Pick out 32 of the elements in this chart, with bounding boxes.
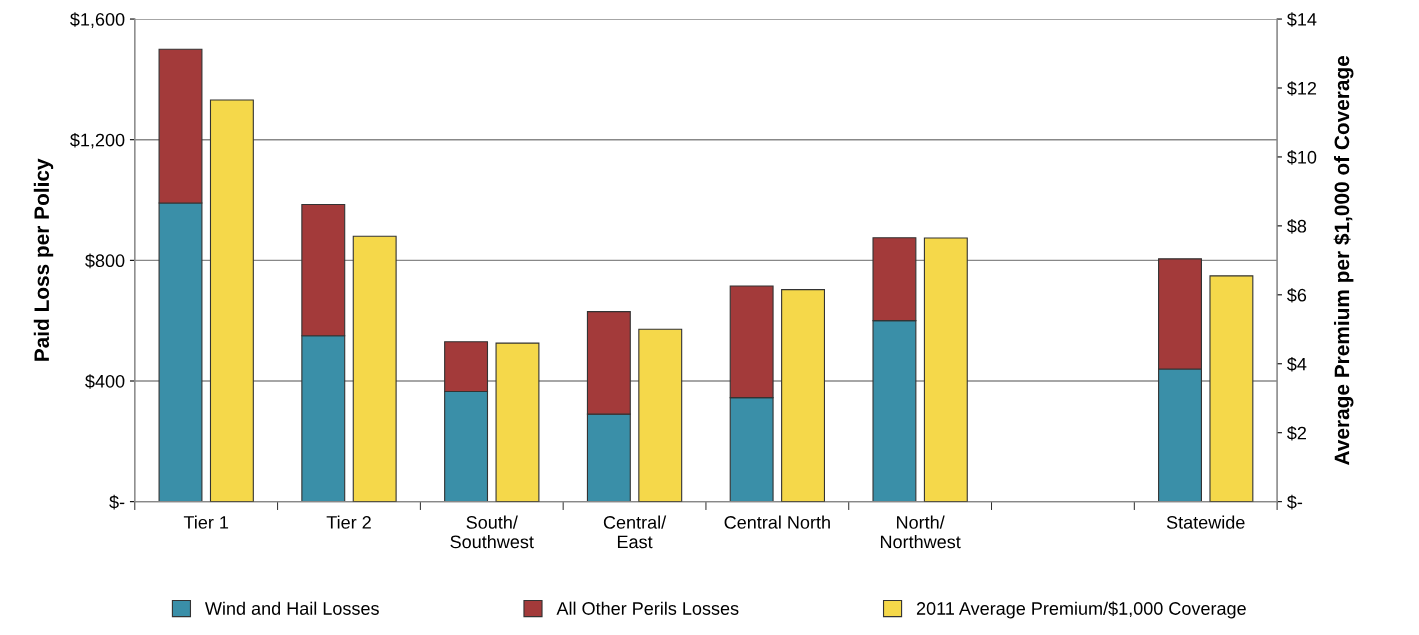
y-tick-label: $- [109,494,125,510]
bar [352,235,397,502]
bar [781,289,826,502]
bar [495,342,540,502]
y-tick-label: $1,600 [70,12,125,28]
y2-tick-label: $10 [1287,150,1317,165]
bar [1209,275,1254,502]
legend-label: All Other Perils Losses [556,601,739,615]
x-tick-label: Tier 2 [326,515,371,529]
x-tick-label: Statewide [1166,515,1245,529]
y-axis-title: Paid Loss per Policy [33,158,54,361]
y2-tick-label: $2 [1287,425,1306,441]
x-tick-label: Tier 1 [183,515,229,529]
y2-axis-title: Average Premium per $1,000 of Coverage [1333,55,1354,465]
y2-tick-label: $12 [1287,81,1317,96]
bar [638,328,683,502]
x-tick-label: South/ Southwest [450,515,534,549]
y-tick-label: $400 [85,374,125,389]
y-tick-label: $1,200 [70,132,125,149]
bar [209,99,254,502]
legend-label: Wind and Hail Losses [204,601,379,615]
y2-tick-label: $4 [1287,356,1307,372]
y2-tick-label: $14 [1287,12,1317,27]
y2-tick-label: $6 [1287,288,1307,303]
y2-tick-label: $- [1287,494,1303,510]
x-tick-label: Central North [724,515,830,529]
y2-tick-label: $8 [1287,219,1307,234]
x-tick-label: Central/ East [603,515,667,549]
bar [923,237,968,502]
x-tick-label: North/ Northwest [880,515,961,549]
legend-label: 2011 Average Premium/$1,000 Coverage [916,601,1246,619]
y-tick-label: $800 [85,253,125,269]
